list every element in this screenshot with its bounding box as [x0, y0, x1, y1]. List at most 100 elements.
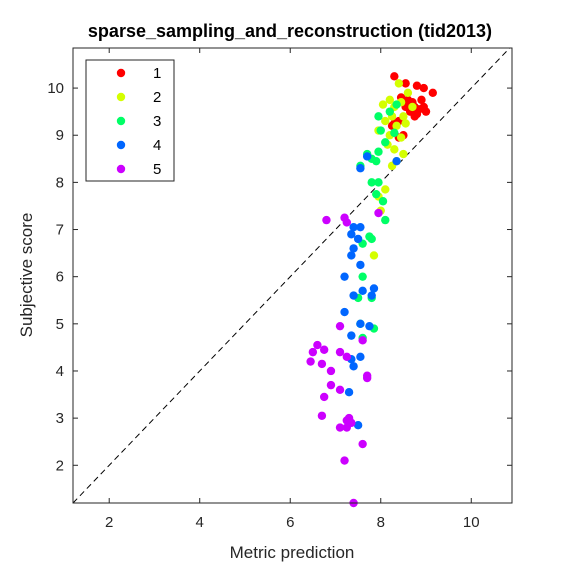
x-tick-label: 4 — [196, 514, 204, 531]
data-point-series-1 — [401, 79, 410, 88]
data-point-series-5 — [347, 418, 356, 428]
data-point-series-2 — [399, 112, 408, 121]
data-point-series-4 — [392, 156, 401, 166]
legend-label-3: 3 — [153, 113, 161, 130]
data-point-series-2 — [401, 119, 410, 128]
legend-marker-1 — [116, 68, 126, 78]
data-point-series-4 — [349, 244, 358, 253]
data-point-series-4 — [367, 291, 376, 300]
data-point-series-3 — [374, 147, 383, 156]
data-point-series-5 — [335, 423, 345, 432]
data-point-series-3 — [390, 128, 399, 138]
legend-box — [85, 59, 175, 182]
data-point-series-5 — [319, 345, 329, 354]
data-point-series-5 — [374, 208, 383, 218]
data-point-series-2 — [392, 121, 401, 130]
data-point-series-5 — [335, 321, 345, 331]
x-tick-label: 6 — [286, 514, 294, 531]
data-point-series-5 — [322, 215, 331, 225]
y-tick-label: 3 — [56, 410, 64, 427]
data-point-series-4 — [349, 362, 358, 371]
data-point-series-4 — [369, 284, 379, 293]
x-tick-label: 2 — [105, 514, 113, 531]
data-point-series-3 — [378, 197, 388, 206]
legend-marker-5 — [116, 164, 126, 174]
y-tick-label: 6 — [56, 269, 64, 286]
data-point-series-3 — [385, 107, 395, 116]
x-tick-label: 8 — [377, 514, 385, 531]
data-point-series-2 — [381, 116, 390, 126]
x-axis-label: Metric prediction — [230, 543, 355, 562]
data-point-series-4 — [356, 352, 365, 362]
y-tick-label: 2 — [56, 457, 64, 474]
y-tick-label: 9 — [56, 127, 64, 144]
data-point-series-4 — [347, 331, 356, 340]
legend-marker-4 — [116, 140, 126, 150]
y-tick-label: 5 — [56, 316, 64, 333]
data-point-series-1 — [417, 95, 426, 105]
legend-label-1: 1 — [153, 65, 161, 82]
data-point-series-5 — [313, 340, 322, 350]
data-point-series-4 — [362, 152, 372, 161]
data-point-series-2 — [385, 95, 395, 105]
data-point-series-2 — [403, 88, 413, 97]
data-point-series-4 — [349, 222, 358, 232]
chart-title: sparse_sampling_and_reconstruction (tid2… — [88, 21, 492, 41]
y-tick-label: 8 — [56, 174, 64, 191]
data-point-series-2 — [378, 100, 388, 109]
data-point-series-3 — [392, 100, 401, 109]
data-point-series-5 — [335, 385, 345, 395]
legend: 1 2 3 4 5 — [85, 59, 175, 182]
plot-frame — [72, 47, 513, 504]
data-point-series-1 — [410, 112, 419, 121]
data-point-series-5 — [342, 352, 352, 362]
data-point-series-1 — [419, 83, 428, 93]
data-point-series-5 — [342, 218, 352, 227]
data-point-series-5 — [362, 371, 372, 380]
data-point-series-4 — [340, 272, 349, 281]
data-point-series-4 — [356, 260, 365, 270]
data-point-series-4 — [365, 321, 374, 331]
data-point-series-3 — [374, 112, 383, 121]
data-point-series-1 — [421, 107, 431, 116]
data-point-series-3 — [381, 138, 390, 147]
data-point-series-4 — [356, 319, 365, 329]
data-point-series-2 — [394, 79, 404, 88]
data-point-series-4 — [347, 230, 356, 239]
data-points-layer — [306, 72, 437, 508]
data-point-series-3 — [367, 178, 376, 187]
legend-label-2: 2 — [153, 89, 161, 106]
data-point-series-2 — [369, 251, 379, 260]
data-point-series-5 — [317, 359, 327, 369]
axis-ticks-layer: 2 4 6 8 10 2 3 4 5 6 7 8 9 10 — [47, 48, 512, 531]
data-point-series-3 — [372, 156, 381, 166]
y-tick-label: 4 — [56, 363, 64, 380]
data-point-series-4 — [340, 307, 349, 317]
data-point-series-3 — [367, 234, 376, 244]
y-tick-label: 7 — [56, 222, 64, 239]
data-point-series-3 — [358, 272, 367, 281]
data-point-series-5 — [335, 347, 345, 357]
data-point-series-1 — [390, 72, 399, 81]
y-axis-label: Subjective score — [17, 213, 36, 338]
legend-marker-2 — [116, 92, 126, 102]
legend-marker-3 — [116, 116, 126, 126]
data-point-series-3 — [374, 178, 383, 187]
data-point-series-5 — [358, 439, 367, 449]
data-point-series-1 — [412, 81, 422, 90]
data-point-series-1 — [428, 88, 437, 97]
data-point-series-4 — [353, 234, 363, 244]
data-point-series-5 — [326, 380, 336, 390]
data-point-series-5 — [340, 456, 349, 465]
data-point-series-4 — [349, 291, 358, 300]
reference-diagonal-line — [72, 47, 511, 504]
data-point-series-5 — [326, 366, 336, 376]
data-point-series-2 — [399, 149, 408, 159]
x-tick-label: 10 — [463, 514, 480, 531]
legend-label-5: 5 — [153, 161, 161, 178]
data-point-series-4 — [347, 251, 356, 260]
data-point-series-4 — [358, 286, 367, 296]
data-point-series-2 — [390, 145, 399, 154]
data-point-series-5 — [358, 336, 367, 345]
